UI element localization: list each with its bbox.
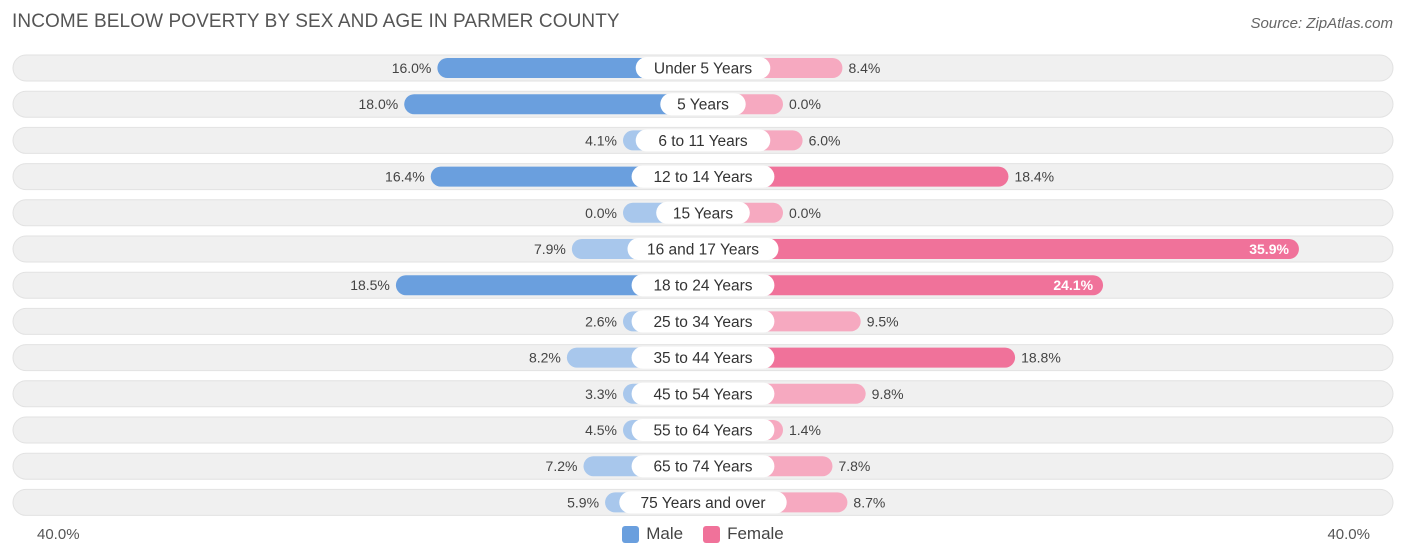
category-label: 45 to 54 Years [653, 386, 752, 403]
category-pill [631, 346, 775, 369]
source-credit: Source: ZipAtlas.com [1250, 15, 1393, 32]
female-value-label: 1.4% [789, 422, 821, 438]
male-value-label: 18.5% [350, 277, 390, 293]
female-value-label: 18.8% [1021, 350, 1061, 366]
category-label: 55 to 64 Years [653, 423, 752, 440]
female-value-label: 24.1% [1053, 277, 1093, 293]
category-pill [660, 93, 746, 116]
male-bar [404, 94, 703, 115]
category-pill [635, 129, 771, 152]
male-value-label: 4.5% [585, 422, 617, 438]
category-pill [627, 238, 779, 260]
female-value-label: 9.5% [867, 313, 899, 329]
category-label: 18 to 24 Years [653, 278, 752, 295]
category-pill [635, 57, 771, 79]
female-value-label: 8.7% [853, 494, 885, 510]
male-value-label: 2.6% [585, 313, 617, 329]
female-swatch-icon [703, 525, 721, 543]
female-value-label: 0.0% [789, 96, 821, 112]
legend-female-label: Female [727, 524, 784, 543]
category-label: 16 and 17 Years [647, 242, 759, 259]
category-pill [631, 419, 775, 441]
legend: Male Female [0, 524, 1406, 544]
female-bar [703, 166, 1009, 187]
category-label: 5 Years [677, 97, 729, 114]
female-value-label: 0.0% [789, 205, 821, 221]
male-value-label: 18.0% [358, 96, 398, 112]
axis-label-left: 40.0% [37, 526, 80, 543]
legend-item-female[interactable]: Female [703, 524, 784, 544]
female-value-label: 8.4% [848, 60, 880, 76]
category-label: Under 5 Years [654, 61, 752, 78]
male-bar [395, 275, 703, 296]
category-label: 12 to 14 Years [653, 169, 752, 186]
female-value-label: 9.8% [872, 386, 904, 402]
legend-male-label: Male [646, 524, 684, 543]
male-value-label: 3.3% [585, 386, 617, 402]
category-pill [631, 165, 775, 188]
male-value-label: 7.9% [534, 241, 566, 257]
category-label: 35 to 44 Years [653, 350, 752, 367]
category-label: 75 Years and over [641, 495, 766, 512]
axis-label-right: 40.0% [1327, 526, 1370, 543]
category-pill [619, 491, 787, 514]
category-label: 25 to 34 Years [653, 314, 752, 331]
category-label: 65 to 74 Years [653, 459, 752, 476]
female-value-label: 6.0% [809, 132, 841, 148]
category-label: 15 Years [673, 205, 734, 222]
female-value-label: 35.9% [1249, 241, 1289, 257]
category-pill [631, 455, 775, 478]
female-value-label: 18.4% [1014, 169, 1054, 185]
male-value-label: 0.0% [585, 205, 617, 221]
category-pill [631, 382, 775, 405]
male-value-label: 7.2% [546, 458, 578, 474]
female-bar [703, 347, 1016, 368]
male-value-label: 4.1% [585, 132, 617, 148]
category-label: 6 to 11 Years [658, 133, 748, 150]
male-bar [437, 58, 703, 78]
chart-title: INCOME BELOW POVERTY BY SEX AND AGE IN P… [12, 11, 620, 32]
category-pill [631, 310, 775, 333]
category-pill [631, 274, 775, 297]
male-value-label: 16.4% [385, 169, 425, 185]
legend-item-male[interactable]: Male [622, 524, 683, 544]
female-bar [703, 239, 1299, 259]
female-bar [703, 275, 1104, 296]
category-pill [656, 201, 750, 224]
male-swatch-icon [622, 525, 640, 543]
male-value-label: 8.2% [529, 350, 561, 366]
male-value-label: 5.9% [567, 494, 599, 510]
female-value-label: 7.8% [838, 458, 870, 474]
male-value-label: 16.0% [392, 60, 432, 76]
